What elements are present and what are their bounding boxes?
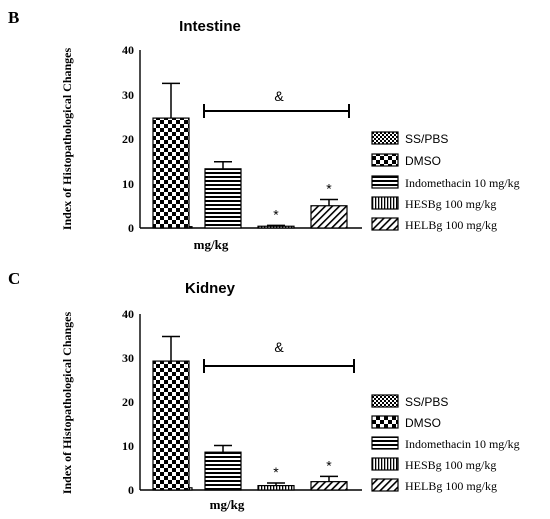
significance-marker-helbg: * xyxy=(326,181,332,197)
x-axis-label: mg/kg xyxy=(210,497,245,512)
y-tick-label: 10 xyxy=(122,439,134,453)
legend-swatch xyxy=(371,196,399,210)
legend-label: Indomethacin 10 mg/kg xyxy=(405,437,520,451)
significance-marker-hesbg: * xyxy=(273,206,279,222)
bracket-label: & xyxy=(274,88,284,104)
legend-label: SS/PBS xyxy=(405,132,448,146)
legend-entry: SS/PBS xyxy=(371,131,448,146)
legend: SS/PBS DMSO Indomethacin 10 mg/kg HESBg … xyxy=(371,394,520,493)
significance-marker-helbg: * xyxy=(326,457,332,473)
y-tick-label: 0 xyxy=(128,483,134,497)
legend-label: HESBg 100 mg/kg xyxy=(405,197,496,211)
panel-kidney: C Kidney Index of Histopathological Chan… xyxy=(8,269,520,512)
significance-marker-hesbg: * xyxy=(273,464,279,480)
legend-swatch xyxy=(371,415,399,429)
y-ticks: 0 10 20 30 40 xyxy=(122,43,134,235)
legend-swatch xyxy=(371,478,399,492)
bar-dmso xyxy=(152,360,190,491)
x-axis-label: mg/kg xyxy=(194,237,229,252)
panel-letter: C xyxy=(8,269,20,288)
legend-swatch xyxy=(371,394,399,408)
legend-label: DMSO xyxy=(405,154,441,168)
y-ticks: 0 10 20 30 40 xyxy=(122,307,134,497)
legend-entry: HELBg 100 mg/kg xyxy=(371,478,497,493)
y-tick-label: 20 xyxy=(122,132,134,146)
panel-intestine: B Intestine Index of Histopathological C… xyxy=(8,8,520,252)
legend-label: SS/PBS xyxy=(405,395,448,409)
panel-letter: B xyxy=(8,8,19,27)
legend-entry: DMSO xyxy=(371,415,441,430)
chart-title: Kidney xyxy=(185,280,236,297)
legend-entry: HESBg 100 mg/kg xyxy=(371,196,496,211)
legend-swatch xyxy=(371,436,399,450)
legend-entry: DMSO xyxy=(371,153,441,168)
significance-bracket: & xyxy=(203,339,355,373)
bars: ** xyxy=(152,82,348,229)
y-tick-label: 40 xyxy=(122,307,134,321)
legend-entry: SS/PBS xyxy=(371,394,448,409)
bar-indomethacin xyxy=(204,168,242,229)
y-tick-label: 30 xyxy=(122,88,134,102)
legend-label: DMSO xyxy=(405,416,441,430)
bar-hesbg xyxy=(257,485,295,491)
legend-entry: Indomethacin 10 mg/kg xyxy=(371,436,520,451)
legend-swatch xyxy=(371,131,399,145)
chart-title: Intestine xyxy=(179,18,241,35)
bar-helbg xyxy=(310,205,348,229)
legend-swatch xyxy=(371,175,399,189)
legend-label: HELBg 100 mg/kg xyxy=(405,218,497,232)
bar-hesbg xyxy=(257,225,295,229)
y-tick-label: 40 xyxy=(122,43,134,57)
legend-label: Indomethacin 10 mg/kg xyxy=(405,176,520,190)
legend-swatch xyxy=(371,457,399,471)
bar-indomethacin xyxy=(204,451,242,491)
bar-dmso xyxy=(152,117,190,229)
legend: SS/PBS DMSO Indomethacin 10 mg/kg HESBg … xyxy=(371,131,520,232)
y-axis-label: Index of Histopathological Changes xyxy=(60,47,74,230)
y-tick-label: 30 xyxy=(122,351,134,365)
y-tick-label: 20 xyxy=(122,395,134,409)
legend-swatch xyxy=(371,217,399,231)
legend-entry: Indomethacin 10 mg/kg xyxy=(371,175,520,190)
legend-label: HELBg 100 mg/kg xyxy=(405,479,497,493)
bar-helbg xyxy=(310,481,348,491)
legend-entry: HESBg 100 mg/kg xyxy=(371,457,496,472)
bars: ** xyxy=(152,335,348,491)
y-tick-label: 0 xyxy=(128,221,134,235)
y-axis-label: Index of Histopathological Changes xyxy=(60,311,74,494)
legend-entry: HELBg 100 mg/kg xyxy=(371,217,497,232)
bracket-label: & xyxy=(274,339,284,355)
legend-swatch xyxy=(371,153,399,167)
y-tick-label: 10 xyxy=(122,177,134,191)
significance-bracket: & xyxy=(203,88,350,118)
legend-label: HESBg 100 mg/kg xyxy=(405,458,496,472)
